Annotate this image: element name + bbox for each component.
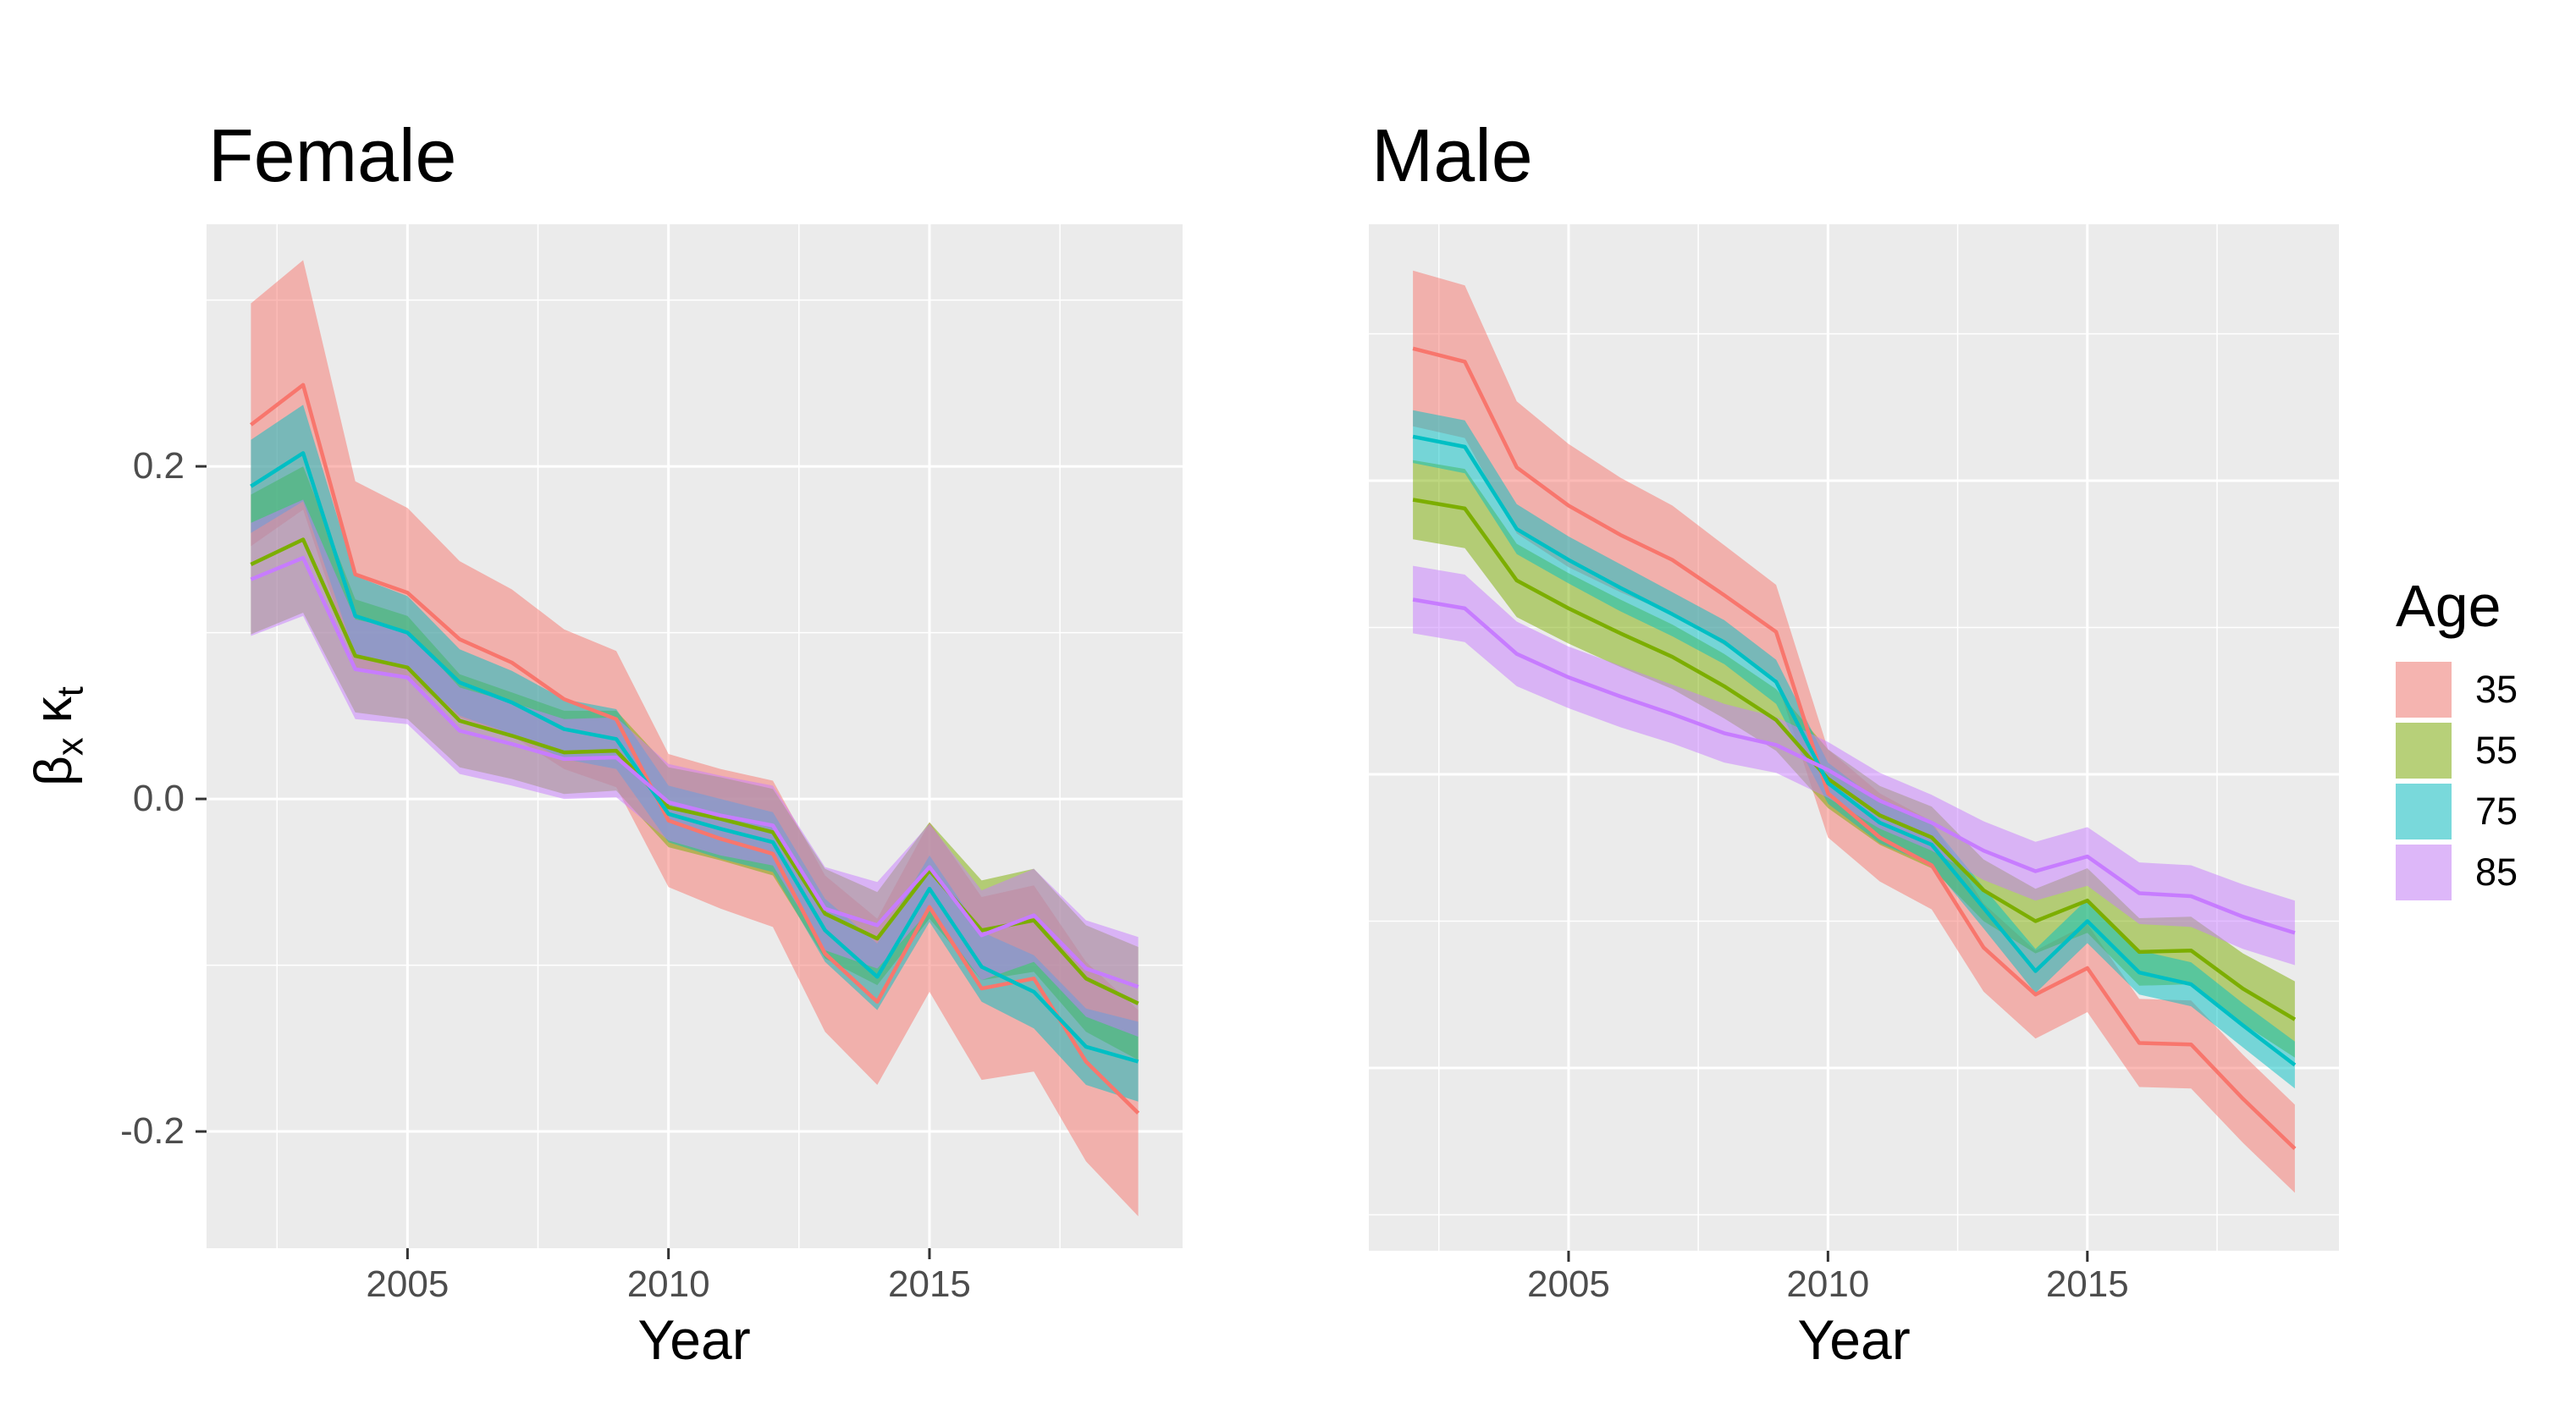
- legend-age: Age 35 55 75 85: [2396, 572, 2518, 905]
- ci-ribbon-age-85-female: [251, 499, 1139, 1037]
- trend-line-age-55-male: [1412, 498, 2297, 1021]
- y-tick-label--0.2: -0.2: [120, 1110, 185, 1153]
- trend-line-age-75-male: [1412, 434, 2297, 1067]
- panel-background-male: [1369, 224, 2339, 1251]
- legend-row-age-75: 75: [2396, 784, 2518, 839]
- ci-ribbon-age-75-male: [1413, 410, 2295, 1089]
- ci-ribbon-age-35-female: [251, 260, 1139, 1217]
- legend-key-swatch-85: [2396, 845, 2452, 900]
- ci-ribbon-age-85-male: [1413, 565, 2295, 966]
- legend-row-age-55: 55: [2396, 723, 2518, 779]
- x-tick-label-2015-male: 2015: [2045, 1263, 2129, 1305]
- legend-swatch-color-35: [2396, 662, 2452, 718]
- legend-key-swatch-55: [2396, 723, 2452, 779]
- x-tick-label-2010-female: 2010: [626, 1263, 710, 1305]
- plot-panel-female: [196, 224, 1183, 1259]
- legend-swatch-color-85: [2396, 845, 2452, 900]
- legend-title: Age: [2396, 573, 2502, 639]
- x-axis-title-female: Year: [637, 1308, 751, 1371]
- legend-label-85: 85: [2475, 850, 2518, 894]
- y-tick-label-0.0: 0.0: [132, 778, 185, 820]
- panel-background-female: [207, 224, 1183, 1248]
- trend-line-age-85-female: [250, 555, 1139, 989]
- plot-panel-male: [1369, 224, 2339, 1262]
- legend-label-75: 75: [2475, 790, 2518, 833]
- trend-line-age-55-female: [250, 537, 1139, 1005]
- x-tick-label-2005-male: 2005: [1526, 1263, 1610, 1305]
- legend-key-swatch-75: [2396, 784, 2452, 839]
- legend-row-age-35: 35: [2396, 662, 2518, 718]
- x-tick-label-2005-female: 2005: [366, 1263, 450, 1305]
- trend-line-age-35-male: [1412, 346, 2297, 1151]
- trend-line-age-75-female: [250, 451, 1139, 1064]
- legend-row-age-85: 85: [2396, 845, 2518, 900]
- y-tick-label-0.2: 0.2: [132, 445, 185, 487]
- x-tick-label-2010-male: 2010: [1786, 1263, 1870, 1305]
- legend-label-55: 55: [2475, 729, 2518, 772]
- legend-swatch-color-75: [2396, 784, 2452, 839]
- panel-title-female: Female: [208, 113, 457, 197]
- x-axis-title-male: Year: [1797, 1308, 1911, 1371]
- trend-line-age-35-female: [250, 383, 1140, 1115]
- legend-key-swatch-35: [2396, 662, 2452, 718]
- ci-ribbon-age-35-male: [1413, 270, 2295, 1193]
- x-tick-label-2015-female: 2015: [888, 1263, 971, 1305]
- panel-title-male: Male: [1371, 113, 1533, 197]
- legend-swatch-color-55: [2396, 723, 2452, 779]
- y-axis-title: βx κt: [25, 686, 91, 786]
- trend-line-age-85-male: [1412, 597, 2296, 935]
- legend-label-35: 35: [2475, 668, 2518, 711]
